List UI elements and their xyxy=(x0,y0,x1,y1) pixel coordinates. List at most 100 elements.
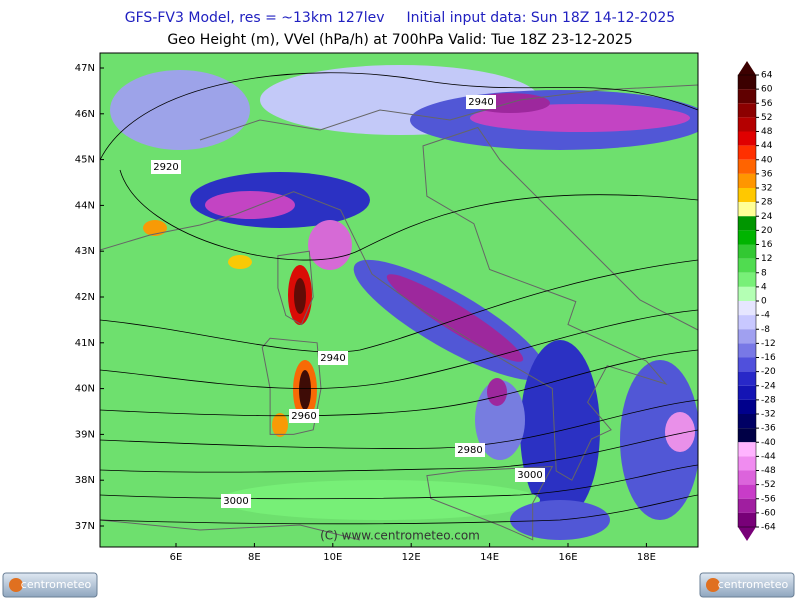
colorbar-label: -28 xyxy=(761,395,776,405)
colorbar-label: -36 xyxy=(761,424,776,434)
latitude-label: 42N xyxy=(75,292,95,303)
latitude-label: 37N xyxy=(75,521,95,532)
colorbar-label: 20 xyxy=(761,226,773,236)
colorbar-band xyxy=(738,428,756,443)
colorbar-label: -44 xyxy=(761,452,776,462)
logo: centrometeo xyxy=(699,572,795,598)
colorbar-band xyxy=(738,498,756,513)
latitude-label: 43N xyxy=(75,246,95,257)
longitude-label: 18E xyxy=(637,552,656,563)
logo: centrometeo xyxy=(2,572,98,598)
colorbar-label: 64 xyxy=(761,71,773,81)
colorbar-band xyxy=(738,103,756,118)
coastlines xyxy=(100,84,698,541)
colorbar-band xyxy=(738,202,756,217)
contour-label: 2940 xyxy=(468,97,493,108)
latitude-label: 41N xyxy=(75,338,95,349)
colorbar-label: 36 xyxy=(761,169,773,179)
colorbar-label: 40 xyxy=(761,155,773,165)
contour-label: 3000 xyxy=(223,496,248,507)
colorbar-band xyxy=(738,414,756,429)
colorbar-label: 24 xyxy=(761,212,773,222)
colorbar-label: 4 xyxy=(761,282,767,292)
init-time: Initial input data: Sun 18Z 14-12-2025 xyxy=(407,10,676,26)
colorbar-label: -60 xyxy=(761,508,776,518)
contour-label: 2960 xyxy=(291,411,316,422)
longitude-label: 10E xyxy=(323,552,342,563)
colorbar-band xyxy=(738,329,756,344)
colorbar-label: 56 xyxy=(761,99,773,109)
colorbar-band xyxy=(738,371,756,386)
longitude-label: 16E xyxy=(558,552,577,563)
colorbar-label: 28 xyxy=(761,198,773,208)
colorbar-band xyxy=(738,301,756,316)
colorbar-band xyxy=(738,188,756,203)
colorbar-band xyxy=(738,173,756,188)
colorbar-band xyxy=(738,117,756,132)
colorbar-band xyxy=(738,442,756,457)
colorbar-label: -12 xyxy=(761,339,776,349)
colorbar-band xyxy=(738,343,756,358)
colorbar-label: 8 xyxy=(761,268,767,278)
latitude-label: 39N xyxy=(75,429,95,440)
contour-label-bg xyxy=(289,409,319,423)
latitude-label: 47N xyxy=(75,63,95,74)
contour-label: 2940 xyxy=(320,353,345,364)
model: GFS-FV3 Model, res = ~13km 127lev xyxy=(125,10,385,26)
colorbar-band xyxy=(738,230,756,245)
contour-label-bg xyxy=(455,443,485,457)
latitude-label: 40N xyxy=(75,384,95,395)
colorbar-band xyxy=(738,357,756,372)
map xyxy=(100,53,698,547)
longitude-label: 6E xyxy=(170,552,183,563)
latitude-label: 45N xyxy=(75,155,95,166)
colorbar-label: 12 xyxy=(761,254,772,264)
contour-label-bg xyxy=(466,95,496,109)
contour-label: 3000 xyxy=(517,470,542,481)
logo-text: centrometeo xyxy=(718,578,789,591)
colorbar-label: -56 xyxy=(761,494,776,504)
colorbar-band xyxy=(738,159,756,174)
colorbar-label: -32 xyxy=(761,410,776,420)
logo-text: centrometeo xyxy=(21,578,92,591)
contour-label-bg xyxy=(318,351,348,365)
colorbar-label: 44 xyxy=(761,141,773,151)
colorbar-band xyxy=(738,75,756,90)
colorbar-label: -20 xyxy=(761,367,776,377)
colorbar-band xyxy=(738,456,756,471)
contour-label: 2920 xyxy=(153,162,178,173)
contour-label-bg xyxy=(515,468,545,482)
contour-label-bg xyxy=(221,494,251,508)
latitude-label: 38N xyxy=(75,475,95,486)
title: GFS-FV3 Model, res = ~13km 127lev Initial… xyxy=(125,10,675,26)
longitude-label: 12E xyxy=(402,552,421,563)
contours xyxy=(100,72,698,525)
colorbar-band xyxy=(738,272,756,287)
colorbar-band xyxy=(738,216,756,231)
colorbar-label: 32 xyxy=(761,184,772,194)
colorbar-label: 48 xyxy=(761,127,773,137)
colorbar-band xyxy=(738,315,756,330)
colorbar-band xyxy=(738,470,756,485)
colorbar-band xyxy=(738,512,756,527)
colorbar-arrow xyxy=(738,527,756,541)
colorbar-label: 0 xyxy=(761,297,767,307)
colorbar-band xyxy=(738,244,756,259)
contour-label-bg xyxy=(151,160,181,174)
map-frame xyxy=(99,52,699,548)
colorbar-band xyxy=(738,385,756,400)
colorbar-band xyxy=(738,89,756,104)
colorbar-label: -52 xyxy=(761,480,776,490)
subtitle: Geo Height (m), VVel (hPa/h) at 700hPa V… xyxy=(167,32,632,48)
colorbar-band xyxy=(738,484,756,499)
colorbar-label: -40 xyxy=(761,438,776,448)
latitude-label: 44N xyxy=(75,200,95,211)
colorbar-band xyxy=(738,286,756,301)
contour-label: 2980 xyxy=(457,445,482,456)
colorbar-label: 52 xyxy=(761,113,772,123)
copyright: (C) www.centrometeo.com xyxy=(320,529,480,543)
colorbar-label: -64 xyxy=(761,523,776,533)
colorbar-label: 60 xyxy=(761,85,773,95)
colorbar-band xyxy=(738,131,756,146)
